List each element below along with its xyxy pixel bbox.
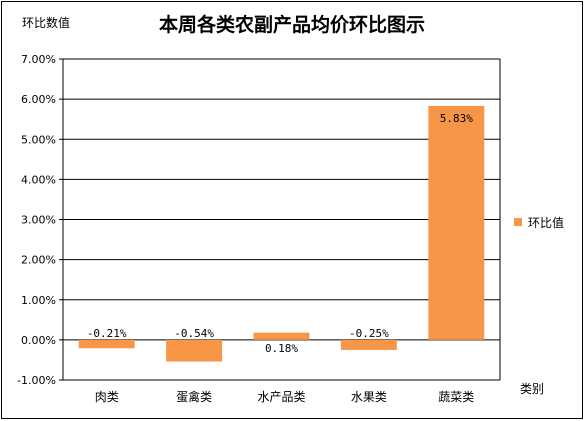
y-axis-label: 环比数值 <box>22 15 70 30</box>
bar <box>78 339 135 349</box>
y-axis-ticks: -1.00% 0.00% 1.00% 2.00% 3.00% 4.00% 5.00% 6.00… <box>17 53 63 387</box>
y-tick-label: 3.00% <box>21 214 56 227</box>
x-tick-label: 水果类 <box>351 390 387 404</box>
bar <box>166 339 223 362</box>
bar <box>428 105 485 340</box>
y-tick-label: 5.00% <box>21 133 56 146</box>
data-label: -0.21% <box>87 327 127 340</box>
x-axis-label: 类别 <box>520 382 544 396</box>
bar <box>340 339 397 350</box>
y-tick-label: 7.00% <box>21 53 56 66</box>
data-label: 0.18% <box>265 342 298 355</box>
data-label: -0.54% <box>174 327 214 340</box>
y-tick-label: 0.00% <box>21 334 56 347</box>
bars <box>78 105 485 362</box>
legend-swatch <box>514 218 522 226</box>
y-tick-label: 4.00% <box>21 173 56 186</box>
y-tick-label: -1.00% <box>17 374 56 387</box>
axes <box>62 59 501 381</box>
chart-title: 本周各类农副产品均价环比图示 <box>159 13 425 36</box>
x-tick-label: 水产品类 <box>257 390 305 404</box>
legend: 环比值 <box>514 215 564 230</box>
x-tick-label: 蛋禽类 <box>176 389 212 404</box>
y-tick-label: 1.00% <box>21 294 56 307</box>
data-label: -0.25% <box>349 327 389 340</box>
bar <box>253 332 310 340</box>
data-label: 5.83% <box>440 112 473 125</box>
gridlines <box>63 58 500 381</box>
data-labels: -0.21% -0.54% 0.18% -0.25% 5.83% <box>87 112 473 355</box>
x-tick-label: 肉类 <box>95 390 119 404</box>
y-tick-label: 2.00% <box>21 254 56 267</box>
legend-label: 环比值 <box>528 215 564 230</box>
y-tick-label: 6.00% <box>21 93 56 106</box>
x-tick-label: 蔬菜类 <box>438 390 474 404</box>
x-axis-categories: 肉类 蛋禽类 水产品类 水果类 蔬菜类 <box>95 389 475 404</box>
